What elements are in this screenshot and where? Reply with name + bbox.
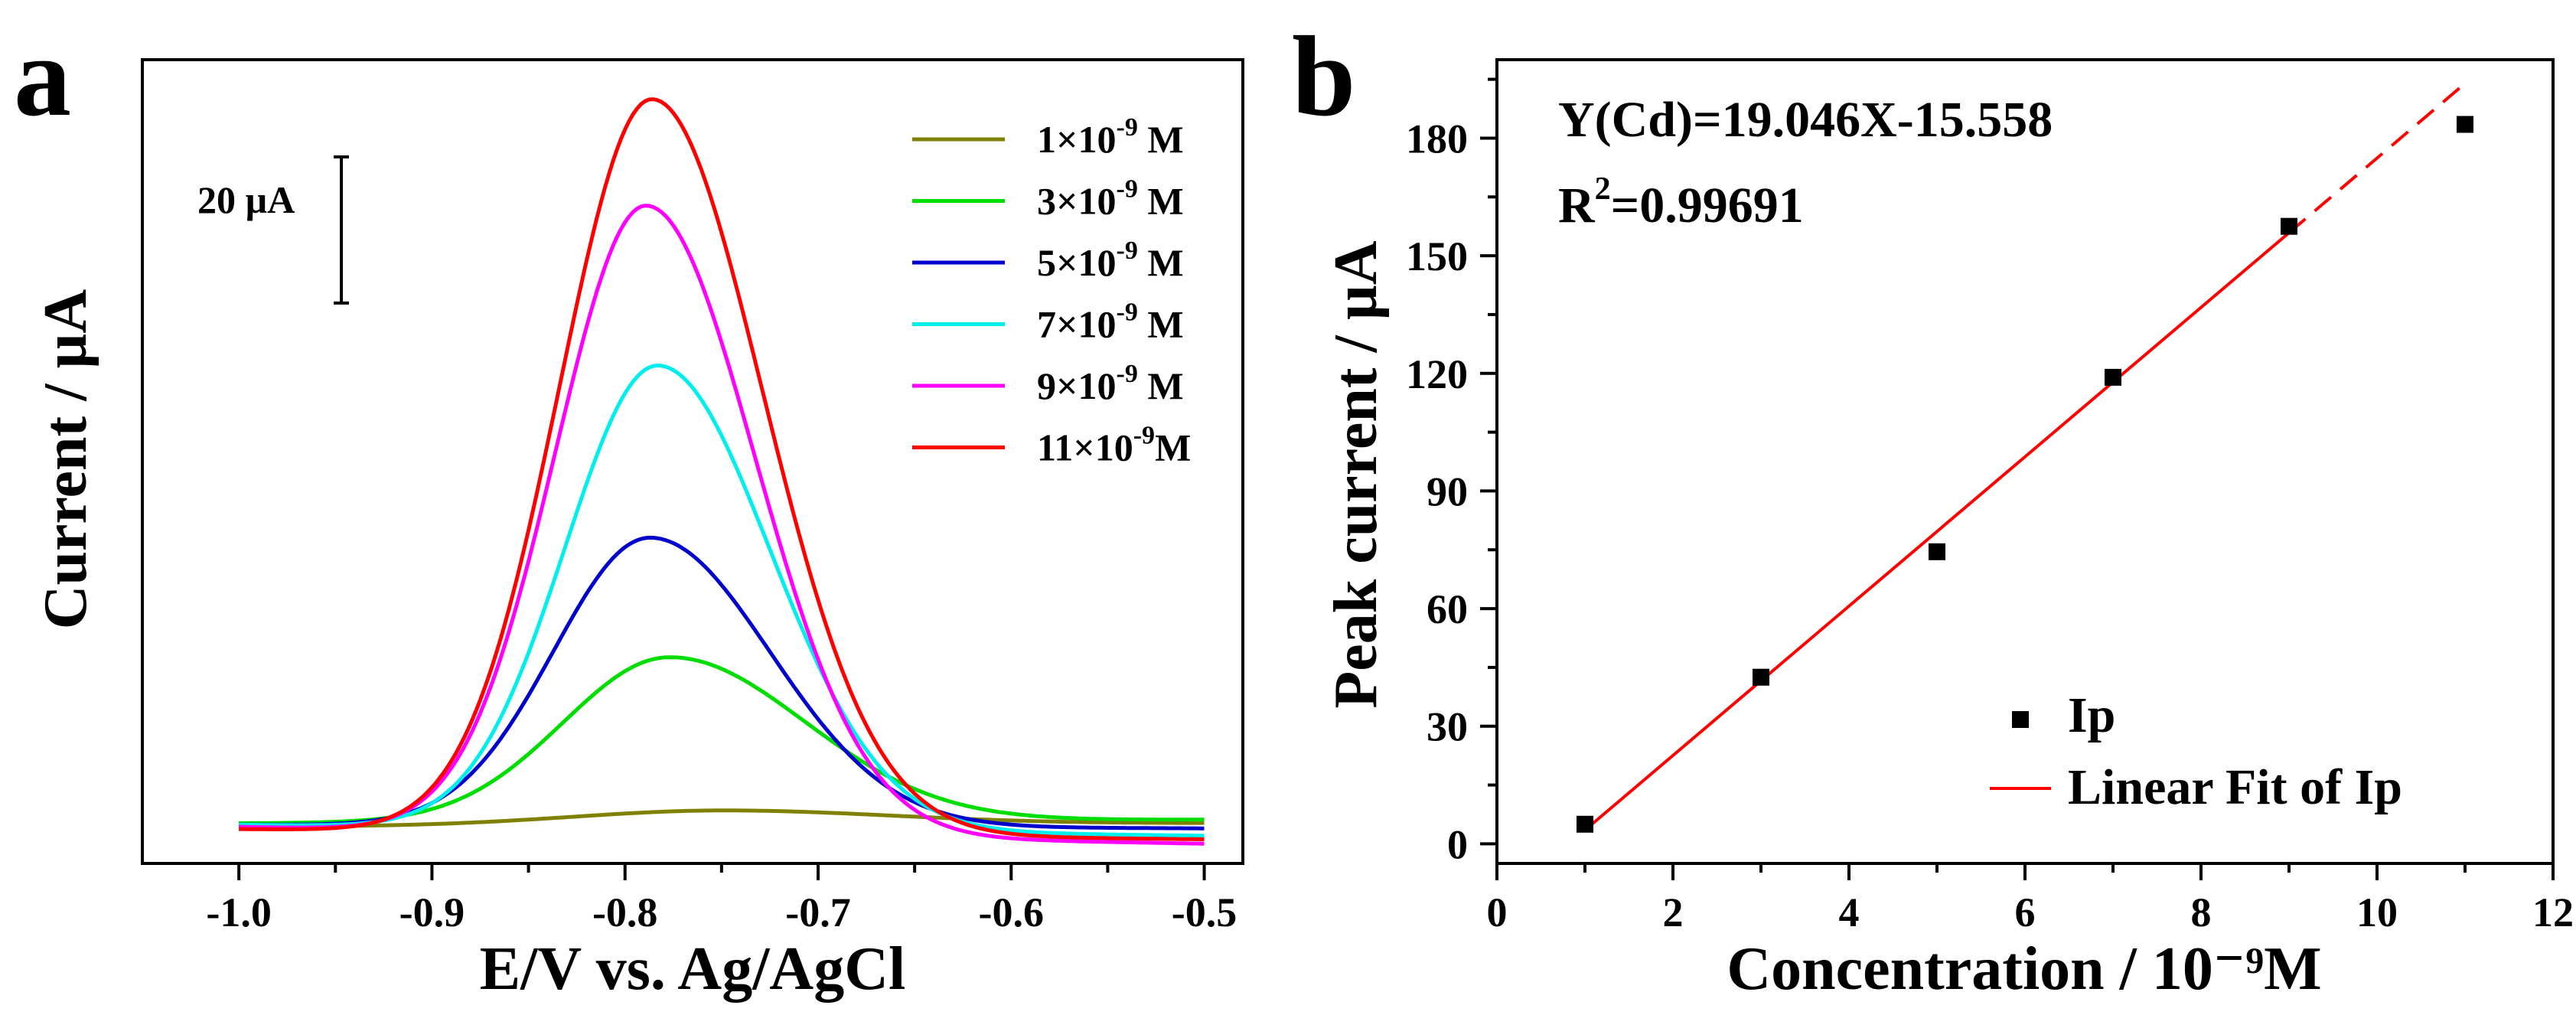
panel-b: b 0 2 4 6 8 10 12 0 30 60 90 120 150 180 Y(Cd)=19.04… <box>1292 13 2574 1003</box>
a-x-tick-label: -0.5 <box>1172 889 1237 935</box>
a-legend-label-4: 7×10-9 M <box>1037 299 1184 346</box>
a-curve-series-1 <box>239 808 1205 829</box>
a-x-tick-label: -1.0 <box>206 889 271 935</box>
a-curve-series-3 <box>239 535 1205 831</box>
b-data-point <box>2457 116 2473 133</box>
r-squared-superscript: 2 <box>1595 171 1611 207</box>
b-x-tick-label: 2 <box>1663 889 1684 935</box>
r-squared-value: =0.99691 <box>1611 178 1804 233</box>
b-data-point <box>1929 543 1945 560</box>
a-curve-series-6 <box>239 97 1205 841</box>
legend-fit-label: Linear Fit of Ip <box>2068 759 2402 815</box>
b-y-tick-label: 60 <box>1427 586 1468 632</box>
panel-b-data-points <box>1577 116 2473 833</box>
b-y-tick-label: 0 <box>1447 821 1468 867</box>
b-x-tick-label: 0 <box>1487 889 1508 935</box>
a-curve-series-2 <box>239 655 1205 825</box>
a-legend-label-2: 3×10-9 M <box>1037 175 1184 223</box>
panel-b-x-ticks: 0 2 4 6 8 10 12 <box>1487 863 2574 935</box>
panel-b-y-ticks: 0 30 60 90 120 150 180 <box>1406 77 1497 867</box>
scale-bar: 20 µA <box>197 155 349 305</box>
a-legend-label-3: 5×10-9 M <box>1037 237 1184 284</box>
b-x-tick-label: 8 <box>2191 889 2212 935</box>
a-legend-label-1: 1×10-9 M <box>1037 113 1184 161</box>
panel-a: a -1.0 -0.9 -0.8 -0.7 -0.6 -0.5 20 µA 1×10-9 … <box>14 13 1244 1003</box>
b-data-point <box>2281 217 2297 235</box>
panel-b-x-axis-title: Concentration / 10⁻⁹M <box>1727 935 2321 1003</box>
panel-a-plot-frame <box>141 58 1244 865</box>
panel-a-x-axis-title: E/V vs. Ag/AgCl <box>480 935 905 1003</box>
b-y-tick-label: 120 <box>1406 351 1468 397</box>
b-data-point <box>1577 815 1593 833</box>
legend-ip-label: Ip <box>2068 687 2115 743</box>
a-x-tick-label: -0.6 <box>979 889 1044 935</box>
b-data-point <box>1753 668 1769 686</box>
panel-b-linear-fit <box>1583 82 2467 832</box>
a-curve-series-5 <box>239 204 1205 846</box>
panel-a-x-tick-labels: -1.0 -0.9 -0.8 -0.7 -0.6 -0.5 <box>206 889 1237 935</box>
b-x-tick-label: 4 <box>1839 889 1860 935</box>
b-y-tick-label: 180 <box>1406 116 1468 162</box>
panel-b-legend: Ip Linear Fit of Ip <box>1990 687 2402 815</box>
a-legend-label-6: 11×10-9M <box>1037 422 1191 469</box>
panel-a-label: a <box>14 13 71 140</box>
b-x-tick-label: 10 <box>2356 889 2398 935</box>
legend-ip-marker <box>2012 711 2029 728</box>
b-y-tick-label: 90 <box>1427 468 1468 514</box>
b-data-point <box>2105 368 2121 386</box>
a-curve-series-4 <box>239 363 1205 838</box>
fit-equation: Y(Cd)=19.046X-15.558 <box>1558 92 2053 148</box>
a-x-tick-label: -0.9 <box>399 889 465 935</box>
b-y-tick-label: 150 <box>1406 233 1468 279</box>
panel-a-y-axis-title: Current / µA <box>32 289 99 629</box>
panel-a-legend: 1×10-9 M 3×10-9 M 5×10-9 M 7×10-9 M 9×10-9 M… <box>912 113 1191 469</box>
b-y-tick-label: 30 <box>1427 704 1468 750</box>
a-legend-label-5: 9×10-9 M <box>1037 360 1184 407</box>
panel-b-label: b <box>1292 13 1355 140</box>
b-x-tick-label: 12 <box>2532 889 2574 935</box>
a-x-tick-label: -0.7 <box>785 889 850 935</box>
panel-a-curves <box>239 97 1205 846</box>
a-x-tick-label: -0.8 <box>592 889 657 935</box>
scale-bar-label: 20 µA <box>197 178 295 221</box>
panel-b-y-axis-title: Peak current / µA <box>1322 240 1390 708</box>
r-squared-prefix: R <box>1558 178 1596 233</box>
b-fit-line-solid <box>1583 231 2291 832</box>
r-squared: R2=0.99691 <box>1558 171 1804 233</box>
panel-a-x-ticks <box>237 863 1206 880</box>
b-fit-line-dashed <box>2287 82 2467 234</box>
b-x-tick-label: 6 <box>2015 889 2036 935</box>
